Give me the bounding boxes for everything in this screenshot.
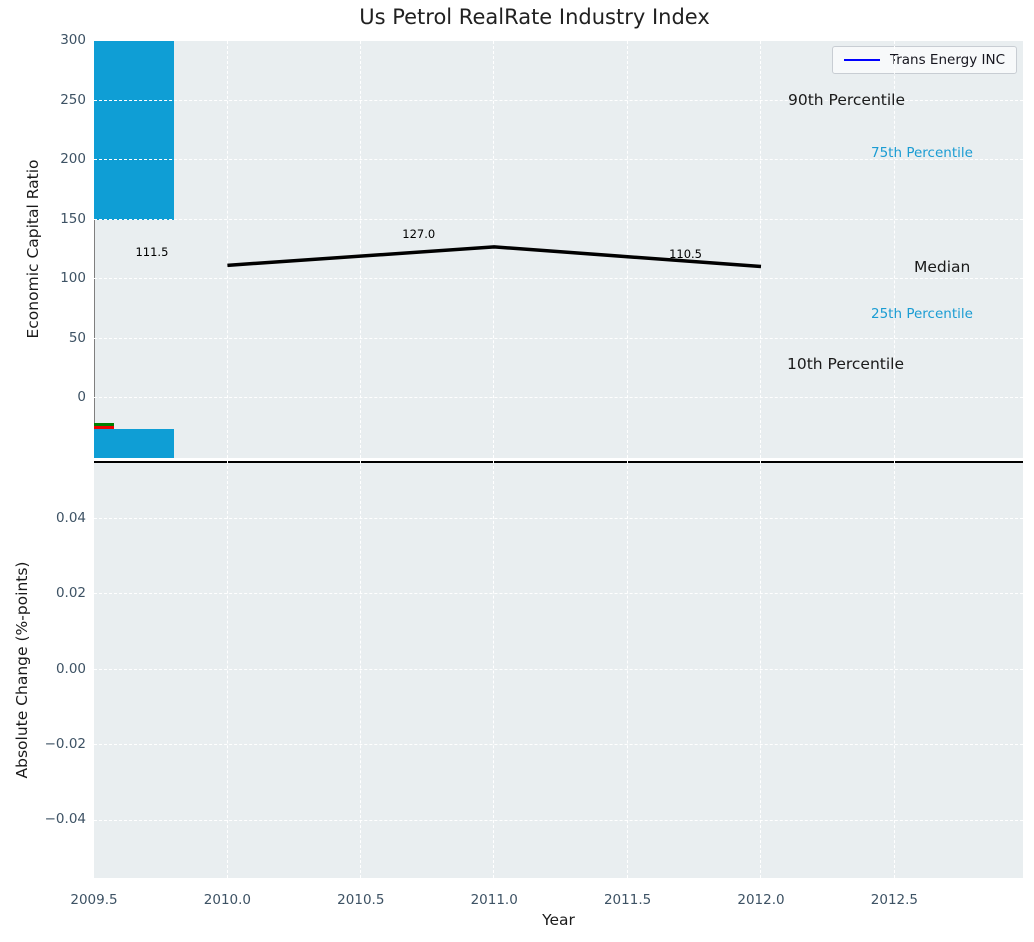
- legend-label: Trans Energy INC: [889, 52, 1005, 68]
- median-value-label: 110.5: [669, 246, 703, 261]
- whisker-cap-10th: [94, 426, 114, 429]
- y-tick-label: 250: [60, 91, 86, 108]
- label-75th-percentile: 75th Percentile: [871, 144, 973, 161]
- v-gridline: [226, 41, 228, 458]
- h-gridline: [94, 218, 1023, 220]
- bottom-plot: [94, 461, 1023, 878]
- zero-line: [94, 461, 1023, 463]
- h-gridline: [94, 593, 1023, 595]
- box-iqr: [94, 41, 174, 220]
- y-tick-label: 0.04: [55, 509, 86, 526]
- v-gridline: [893, 41, 895, 458]
- h-gridline: [94, 397, 1023, 399]
- y-axis-label-top: Economic Capital Ratio: [24, 159, 42, 339]
- label-10th-percentile: 10th Percentile: [787, 354, 905, 373]
- y-axis-label-bottom: Absolute Change (%-points): [13, 561, 31, 779]
- label-median: Median: [914, 257, 971, 276]
- y-tick-label: −0.04: [44, 811, 86, 828]
- y-tick-label: 100: [60, 270, 86, 286]
- x-tick-label: 2012.5: [870, 892, 919, 908]
- legend-line-swatch: [843, 58, 880, 62]
- h-gridline: [94, 337, 1023, 339]
- y-tick-label: −0.02: [44, 735, 86, 752]
- h-gridline: [94, 819, 1023, 821]
- v-gridline: [626, 41, 628, 458]
- y-tick-label: 200: [60, 151, 86, 167]
- x-tick-label: 2012.0: [737, 892, 785, 908]
- x-axis-label: Year: [542, 911, 575, 929]
- h-gridline: [94, 159, 1023, 161]
- median-value-label: 127.0: [402, 226, 436, 241]
- top-plot: Trans Energy INC 111.5 127.0 110.5: [94, 41, 1023, 458]
- label-25th-percentile: 25th Percentile: [871, 305, 973, 322]
- chart-title: Us Petrol RealRate Industry Index: [359, 5, 710, 29]
- y-tick-label: 150: [60, 210, 86, 227]
- x-tick-label: 2011.5: [603, 892, 652, 908]
- h-gridline: [94, 744, 1023, 746]
- median-value-label: 111.5: [135, 245, 169, 260]
- v-gridline: [360, 41, 362, 458]
- v-gridline: [493, 41, 495, 458]
- x-tick-label: 2009.5: [70, 892, 118, 908]
- y-tick-label: 300: [60, 32, 86, 48]
- label-90th-percentile: 90th Percentile: [788, 90, 906, 109]
- h-gridline: [94, 517, 1023, 519]
- h-gridline: [94, 278, 1023, 280]
- h-gridline: [94, 99, 1023, 101]
- legend: Trans Energy INC: [831, 46, 1017, 74]
- y-tick-label: 0: [77, 389, 86, 406]
- y-tick-label: 0.02: [55, 585, 86, 602]
- whisker-cap-90th: [94, 423, 114, 426]
- y-tick-label: 50: [68, 329, 86, 346]
- h-gridline: [94, 668, 1023, 670]
- x-tick-label: 2010.5: [337, 892, 385, 908]
- median-line-svg: [227, 245, 762, 269]
- x-tick-label: 2010.0: [203, 892, 252, 908]
- median-connector-line: [227, 245, 762, 269]
- x-tick-label: 2011.0: [470, 892, 518, 908]
- v-gridline: [760, 41, 762, 458]
- box-iqr: [94, 429, 174, 458]
- whisker-line: [94, 219, 96, 423]
- y-tick-label: 0.00: [55, 660, 86, 677]
